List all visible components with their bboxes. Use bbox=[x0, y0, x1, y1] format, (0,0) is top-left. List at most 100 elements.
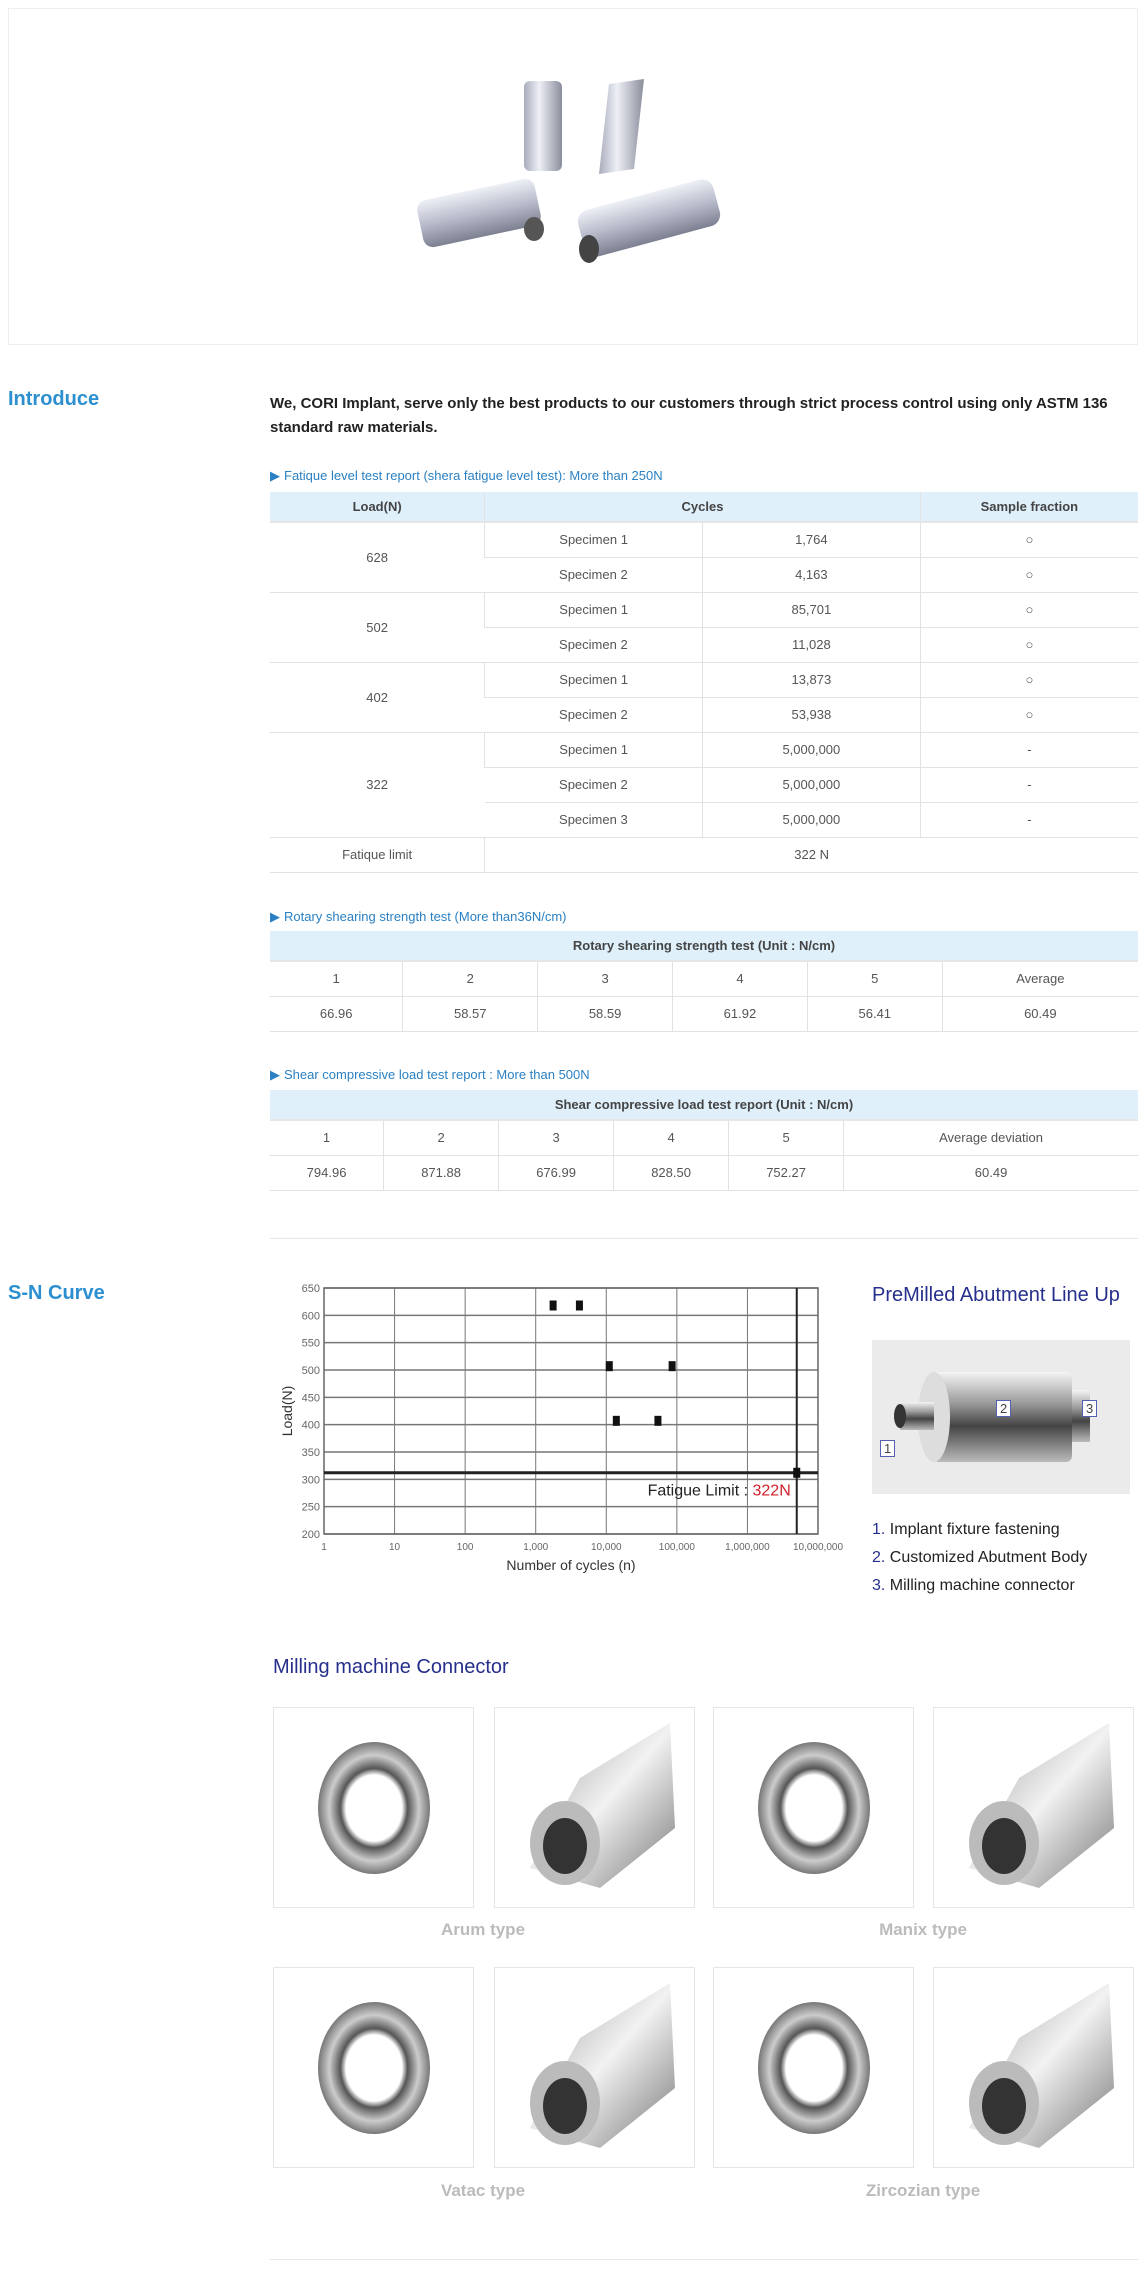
list-item: 3. Milling machine connector bbox=[872, 1577, 1075, 1594]
table-row: 502 Specimen 1 85,701 ○ bbox=[270, 592, 1138, 663]
lineup-title: PreMilled Abutment Line Up bbox=[872, 1284, 1120, 1306]
value-cell: 58.59 bbox=[537, 996, 673, 1032]
specimen-cell: Specimen 2 bbox=[484, 557, 703, 593]
value-cell: 60.49 bbox=[941, 996, 1138, 1032]
connector-side-image bbox=[933, 1967, 1134, 2168]
value-cell: 66.96 bbox=[270, 996, 403, 1032]
annotation-value: 322N bbox=[753, 1483, 791, 1500]
value-cell: 871.88 bbox=[383, 1155, 499, 1191]
intro-text: We, CORI Implant, serve only the best pr… bbox=[270, 395, 1108, 436]
x-tick-label: 10,000,000 bbox=[793, 1542, 843, 1553]
cycles-cell: 5,000,000 bbox=[701, 732, 921, 768]
col-label: Average deviation bbox=[843, 1120, 1138, 1156]
fraction-cell: ○ bbox=[919, 627, 1138, 663]
fraction-cell: ○ bbox=[919, 522, 1138, 558]
connector-side-image bbox=[494, 1707, 695, 1908]
connector-side-image bbox=[933, 1707, 1134, 1908]
callout-1: 1 bbox=[880, 1440, 896, 1457]
cycles-cell: 4,163 bbox=[701, 557, 921, 593]
cycles-cell: 1,764 bbox=[701, 522, 921, 558]
table-row: Specimen 2 4,163 ○ bbox=[270, 557, 1138, 593]
milling-title: Milling machine Connector bbox=[273, 1656, 509, 1678]
x-tick-label: 1,000 bbox=[523, 1542, 548, 1553]
col-header: Cycles bbox=[484, 492, 921, 523]
cycles-cell: 5,000,000 bbox=[701, 767, 921, 803]
limit-value: 322 N bbox=[484, 837, 1138, 873]
abutments-illustration bbox=[417, 79, 721, 263]
list-item: 2. Customized Abutment Body bbox=[872, 1549, 1088, 1566]
lineup-list: 1. Implant fixture fastening 2. Customiz… bbox=[872, 1516, 1087, 1600]
x-tick-label: 100 bbox=[457, 1542, 474, 1553]
table-row: 66.96 58.57 58.59 61.92 56.41 60.49 bbox=[270, 996, 1138, 1032]
col-label: 2 bbox=[383, 1120, 499, 1156]
y-tick-label: 400 bbox=[302, 1420, 320, 1432]
y-tick-label: 450 bbox=[302, 1392, 320, 1404]
limit-label: Fatique limit bbox=[270, 837, 485, 873]
y-tick-label: 200 bbox=[302, 1529, 320, 1541]
cycles-cell: 53,938 bbox=[701, 697, 921, 733]
load-cell: 628 bbox=[270, 522, 485, 593]
specimen-cell: Specimen 1 bbox=[484, 732, 703, 768]
specimen-cell: Specimen 2 bbox=[484, 627, 703, 663]
table-row: 1 2 3 4 5 Average deviation bbox=[270, 1120, 1138, 1156]
load-cell: 322 bbox=[270, 732, 485, 838]
rotary-caption: Rotary shearing strength test (More than… bbox=[270, 909, 567, 925]
rotary-table: Rotary shearing strength test (Unit : N/… bbox=[270, 931, 1138, 1032]
data-point bbox=[605, 1361, 613, 1372]
connector-side-image bbox=[494, 1967, 695, 2168]
table-row: 628 Specimen 1 1,764 ○ bbox=[270, 522, 1138, 593]
shear-table: Shear compressive load test report (Unit… bbox=[270, 1090, 1138, 1191]
fraction-cell: ○ bbox=[919, 592, 1138, 628]
y-tick-label: 550 bbox=[302, 1338, 320, 1350]
table-row: 322 Specimen 1 5,000,000- bbox=[270, 732, 1138, 838]
list-item: 1. Implant fixture fastening bbox=[872, 1521, 1060, 1538]
specimen-cell: Specimen 1 bbox=[484, 522, 703, 558]
fraction-cell: ○ bbox=[919, 697, 1138, 733]
cycles-cell: 13,873 bbox=[701, 662, 921, 698]
fatigue-table: Load(N) Cycles Sample fraction 628 Specim… bbox=[270, 492, 1138, 873]
load-cell: 502 bbox=[270, 592, 485, 663]
y-tick-label: 500 bbox=[302, 1365, 320, 1377]
x-tick-label: 100,000 bbox=[659, 1542, 696, 1553]
data-point bbox=[793, 1467, 801, 1478]
y-tick-label: 650 bbox=[302, 1283, 320, 1295]
fatigue-caption: Fatique level test report (shera fatigue… bbox=[270, 468, 663, 484]
product-hero-image bbox=[8, 8, 1138, 345]
plot-frame bbox=[323, 1287, 819, 1535]
value-cell: 828.50 bbox=[613, 1155, 729, 1191]
shear-caption: Shear compressive load test report : Mor… bbox=[270, 1067, 590, 1083]
x-tick-label: 10 bbox=[389, 1542, 401, 1553]
table-row: 402 Specimen 1 13,873 ○ bbox=[270, 662, 1138, 733]
table-row: Specimen 2 53,938 ○ bbox=[270, 697, 1138, 733]
col-label: 5 bbox=[806, 961, 943, 997]
callout-3: 3 bbox=[1082, 1400, 1098, 1417]
col-label: 4 bbox=[613, 1120, 729, 1156]
y-tick-label: 250 bbox=[302, 1502, 320, 1514]
table-row: Fatique limit 322 N bbox=[270, 837, 1138, 873]
specimen-cell: Specimen 2 bbox=[484, 767, 703, 803]
load-cell: 402 bbox=[270, 662, 485, 733]
col-label: 1 bbox=[270, 961, 403, 997]
data-point bbox=[575, 1300, 583, 1311]
fraction-cell: - bbox=[919, 732, 1138, 768]
fatigue-limit-annotation: Fatigue Limit : 322N bbox=[648, 1483, 791, 1500]
y-axis-label: Load(N) bbox=[279, 1386, 295, 1437]
sn-curve-heading: S-N Curve bbox=[8, 1282, 105, 1304]
fraction-cell: ○ bbox=[919, 557, 1138, 593]
fraction-cell: - bbox=[919, 767, 1138, 803]
value-cell: 58.57 bbox=[402, 996, 538, 1032]
connector-front-image bbox=[713, 1967, 914, 2168]
col-label: 3 bbox=[537, 961, 673, 997]
cycles-cell: 5,000,000 bbox=[701, 802, 921, 838]
cycles-cell: 11,028 bbox=[701, 627, 921, 663]
callout-2: 2 bbox=[996, 1400, 1012, 1417]
cycles-cell: 85,701 bbox=[701, 592, 921, 628]
data-point bbox=[612, 1415, 620, 1426]
type-label: Manix type bbox=[879, 1920, 967, 1939]
table-row: Specimen 2 11,028 ○ bbox=[270, 627, 1138, 663]
data-point bbox=[654, 1415, 662, 1426]
value-cell: 60.49 bbox=[843, 1155, 1138, 1191]
type-label: Vatac type bbox=[440, 2181, 526, 2200]
y-tick-label: 350 bbox=[302, 1447, 320, 1459]
